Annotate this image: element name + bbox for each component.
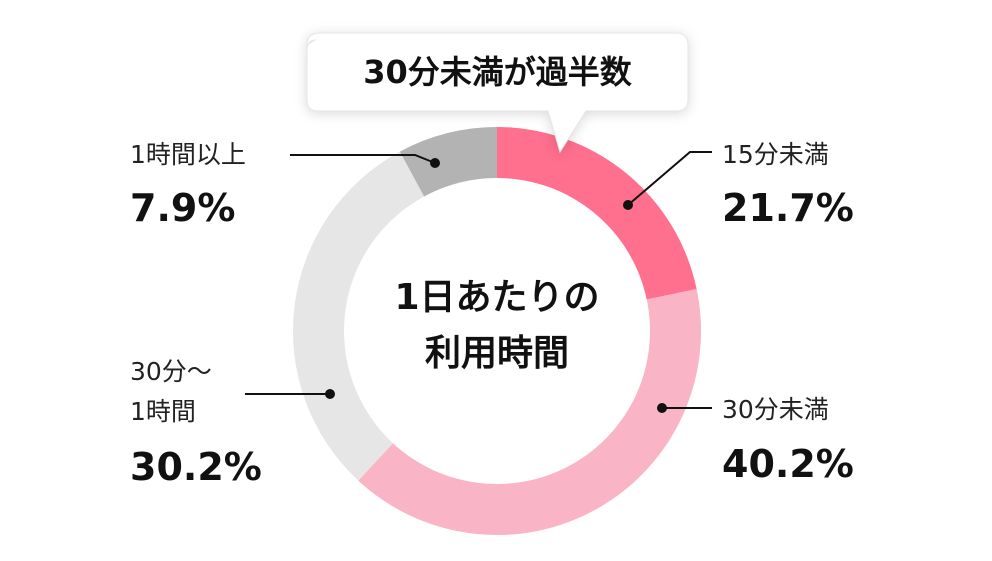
donut-segment — [399, 127, 497, 197]
leader-dot — [325, 389, 335, 399]
category-label: 1時間以上 — [130, 140, 246, 169]
donut-segment — [358, 289, 701, 536]
value-label: 7.9% — [130, 186, 236, 230]
category-label: 15分未満 — [722, 140, 829, 169]
callout-text: 30分未満が過半数 — [363, 53, 632, 91]
donut-segment — [293, 151, 425, 481]
value-label: 40.2% — [722, 442, 854, 486]
chart-title: 1日あたりの 利用時間 — [394, 277, 600, 374]
leader-line — [290, 154, 436, 164]
category-label: 30分未満 — [722, 395, 829, 424]
value-label: 30.2% — [130, 445, 262, 489]
category-label: 30分〜 1時間 — [130, 357, 212, 426]
donut-segment — [497, 127, 697, 300]
leader-dot — [430, 158, 440, 168]
leader-dot — [623, 200, 633, 210]
leader-dot — [657, 403, 667, 413]
leader-line — [627, 151, 712, 206]
value-label: 21.7% — [722, 186, 854, 230]
callout-bubble — [306, 32, 689, 154]
